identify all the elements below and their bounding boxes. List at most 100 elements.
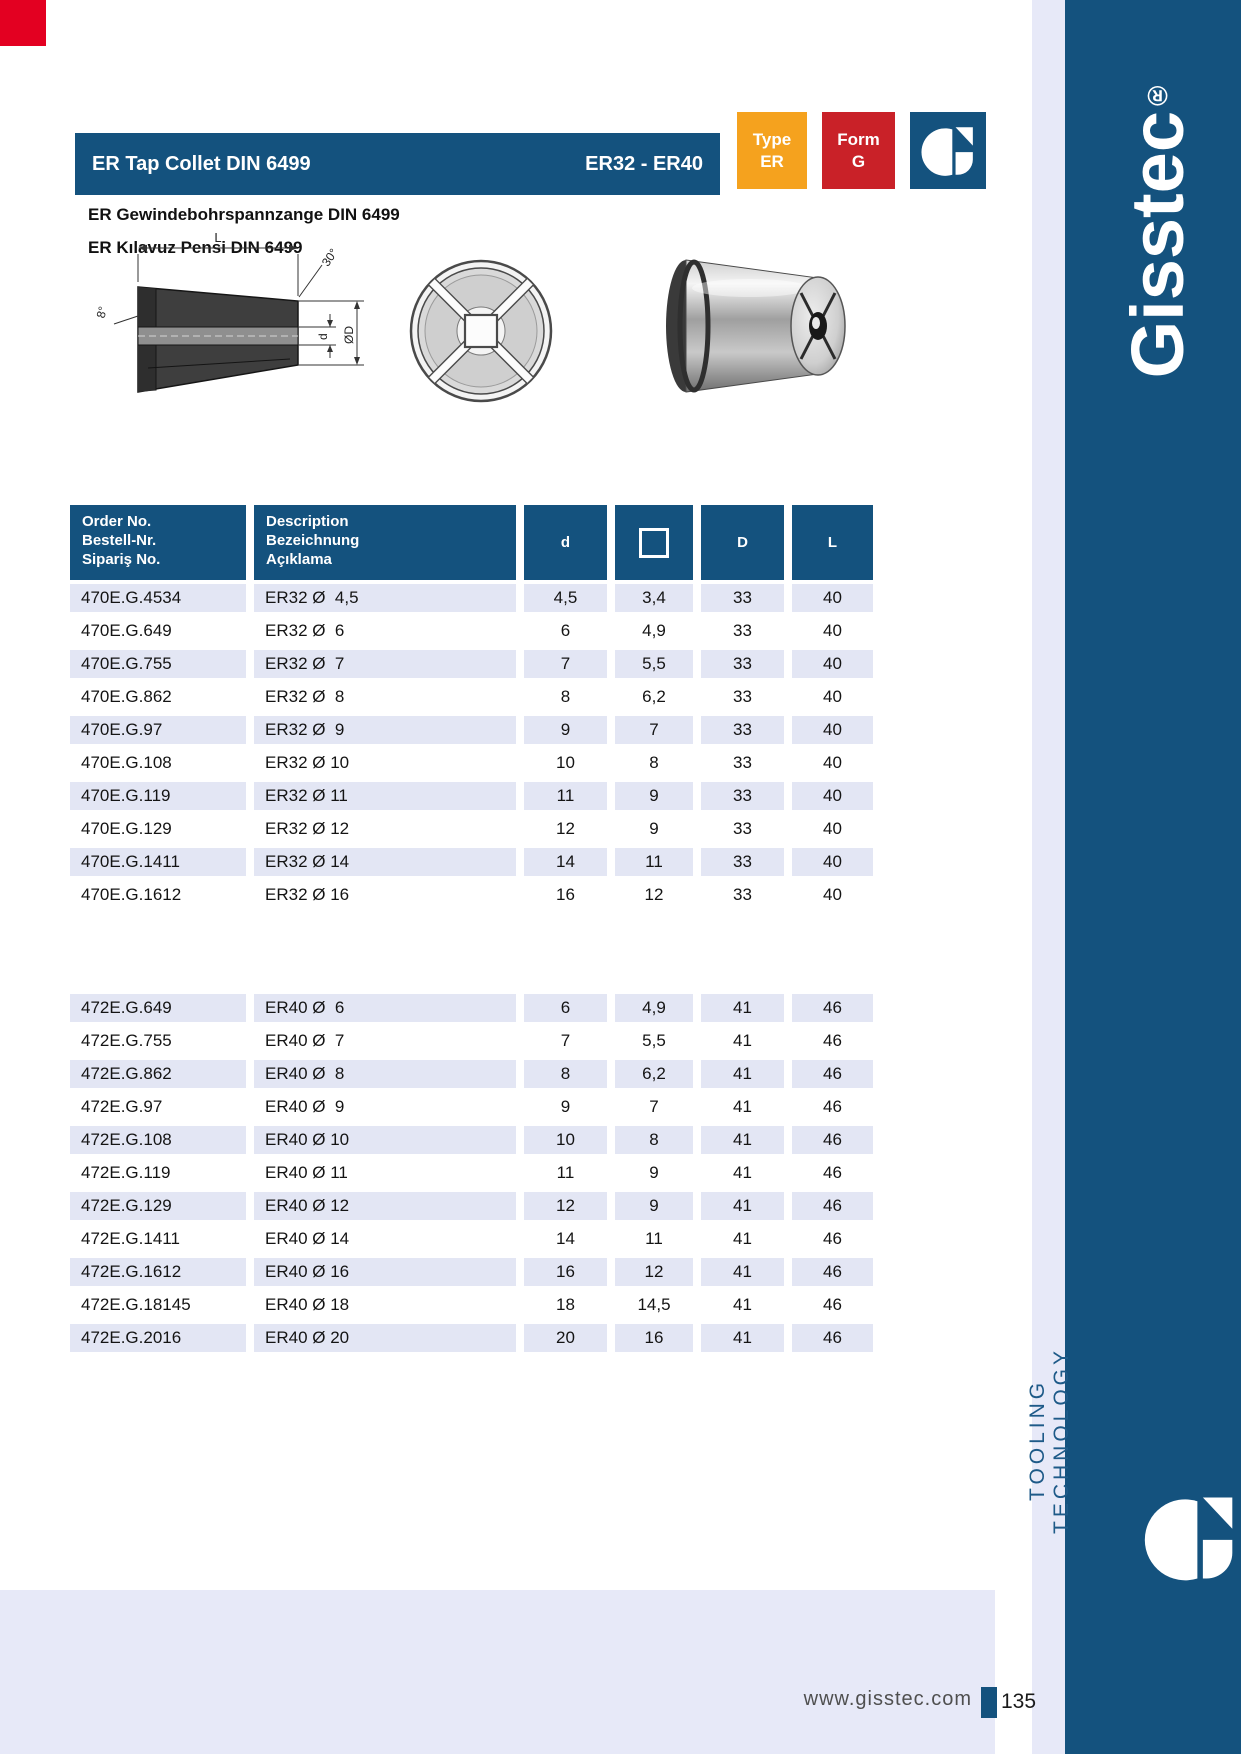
cell-square: 4,9 (642, 621, 666, 640)
cell-d: 9 (524, 716, 607, 749)
header-description-tr: Açıklama (266, 551, 332, 568)
cell-L: 46 (792, 1192, 873, 1225)
table-header: Order No. Bestell-Nr. Sipariş No. Descri… (70, 505, 880, 580)
cell-order-no: 472E.G.1411 (81, 1229, 180, 1248)
dim-length-label: L (214, 230, 221, 245)
table-row: 472E.G.649 ER40 Ø 6 6 4,9 41 46 (70, 994, 880, 1027)
cell-description: ER32 Ø 7 (254, 650, 516, 683)
header-d-label: d (560, 534, 571, 551)
side-strip (1032, 0, 1065, 1754)
table-row: 470E.G.1411 ER32 Ø 14 14 11 33 40 (70, 848, 880, 881)
cell-L: 46 (792, 1060, 873, 1093)
cell-d: 14 (524, 848, 607, 881)
cell-square: 7 (649, 1097, 659, 1116)
cell-square: 12 (644, 885, 664, 904)
table-row: 472E.G.755 ER40 Ø 7 7 5,5 41 46 (70, 1027, 880, 1060)
cell-D: 33 (701, 650, 784, 683)
header-order-tr: Sipariş No. (82, 551, 161, 568)
website-link[interactable]: www.gisstec.com (803, 1688, 972, 1710)
size-range: ER32 - ER40 (585, 152, 703, 175)
cell-D: 41 (701, 1324, 784, 1357)
cell-d: 8 (524, 1060, 607, 1093)
sidebar (1065, 0, 1241, 1754)
collet-photo (666, 259, 846, 393)
cell-square: 6,2 (642, 687, 666, 706)
header-D: D (701, 505, 784, 580)
cell-D: 41 (733, 1031, 752, 1050)
corner-accent (0, 0, 46, 46)
table-row: 472E.G.108 ER40 Ø 10 10 8 41 46 (70, 1126, 880, 1159)
cell-square: 5,5 (615, 650, 693, 683)
front-view-drawing (409, 259, 553, 403)
type-badge-value: ER (760, 151, 784, 171)
cell-D: 41 (733, 1097, 752, 1116)
cell-L: 40 (823, 621, 842, 640)
table-row: 472E.G.119 ER40 Ø 11 11 9 41 46 (70, 1159, 880, 1192)
registered-mark: ® (1141, 80, 1173, 111)
header-description-de: Bezeichnung (266, 532, 360, 549)
tagline-text: TOOLING TECHNOLOGY (1026, 1346, 1073, 1534)
cell-square: 11 (615, 848, 693, 881)
cell-L: 46 (792, 1324, 873, 1357)
cell-L: 46 (823, 1229, 842, 1248)
cell-D: 33 (733, 621, 752, 640)
cell-d: 7 (560, 1031, 571, 1050)
cell-description: ER40 Ø 12 (254, 1192, 516, 1225)
table-row: 470E.G.119 ER32 Ø 11 11 9 33 40 (70, 782, 880, 815)
table-row: 470E.G.4534 ER32 Ø 4,5 4,5 3,4 33 40 (70, 584, 880, 617)
cell-L: 40 (792, 782, 873, 815)
section-drawing: L 30° 8° d ØD (94, 230, 364, 393)
cell-description: ER40 Ø 18 (265, 1295, 350, 1314)
cell-L: 40 (823, 885, 842, 904)
cell-description: ER32 Ø 10 (265, 753, 350, 772)
cell-L: 46 (823, 1295, 842, 1314)
cell-order-no: 472E.G.108 (70, 1126, 246, 1159)
form-badge: Form G (822, 112, 895, 189)
cell-L: 40 (823, 819, 842, 838)
cell-square: 9 (615, 782, 693, 815)
cell-d: 10 (556, 753, 575, 772)
cell-square: 8 (615, 1126, 693, 1159)
cell-d: 8 (560, 687, 571, 706)
cell-D: 33 (701, 782, 784, 815)
cell-description: ER32 Ø 4,5 (254, 584, 516, 617)
cell-order-no: 472E.G.97 (81, 1097, 163, 1116)
header-order-en: Order No. (82, 513, 152, 530)
header-order-de: Bestell-Nr. (82, 532, 157, 549)
cell-d: 12 (556, 819, 575, 838)
cell-description: ER32 Ø 11 (254, 782, 516, 815)
cell-D: 33 (733, 753, 752, 772)
cell-D: 33 (733, 885, 752, 904)
header-L: L (792, 505, 873, 580)
cell-description: ER32 Ø 6 (265, 621, 345, 640)
cell-square: 9 (615, 1192, 693, 1225)
table-row: 470E.G.108 ER32 Ø 10 10 8 33 40 (70, 749, 880, 782)
table-row: 472E.G.129 ER40 Ø 12 12 9 41 46 (70, 1192, 880, 1225)
cell-L: 40 (823, 753, 842, 772)
table-row: 472E.G.1612 ER40 Ø 16 16 12 41 46 (70, 1258, 880, 1291)
table-row: 470E.G.97 ER32 Ø 9 9 7 33 40 (70, 716, 880, 749)
form-badge-value: G (851, 151, 866, 171)
cell-D: 41 (701, 994, 784, 1027)
cell-D: 33 (733, 687, 752, 706)
table-row: 472E.G.1411 ER40 Ø 14 14 11 41 46 (70, 1225, 880, 1258)
cell-d: 16 (524, 1258, 607, 1291)
cell-order-no: 472E.G.18145 (81, 1295, 191, 1314)
cell-square: 8 (649, 753, 659, 772)
page-number: 135 (1001, 1690, 1037, 1713)
cell-order-no: 470E.G.862 (81, 687, 172, 706)
header-L-label: L (827, 534, 838, 551)
table-row: 470E.G.1612 ER32 Ø 16 16 12 33 40 (70, 881, 880, 914)
table-row: 472E.G.2016 ER40 Ø 20 20 16 41 46 (70, 1324, 880, 1357)
cell-d: 11 (556, 1163, 575, 1182)
cell-d: 20 (524, 1324, 607, 1357)
table-row: 470E.G.862 ER32 Ø 8 8 6,2 33 40 (70, 683, 880, 716)
cell-D: 41 (701, 1060, 784, 1093)
gisstec-mark-icon (921, 126, 973, 176)
type-badge: Type ER (737, 112, 807, 189)
footer-band (0, 1590, 995, 1754)
cell-description: ER40 Ø 20 (254, 1324, 516, 1357)
cell-description: ER32 Ø 8 (265, 687, 345, 706)
table-row: 472E.G.97 ER40 Ø 9 9 7 41 46 (70, 1093, 880, 1126)
cell-description: ER40 Ø 14 (265, 1229, 350, 1248)
